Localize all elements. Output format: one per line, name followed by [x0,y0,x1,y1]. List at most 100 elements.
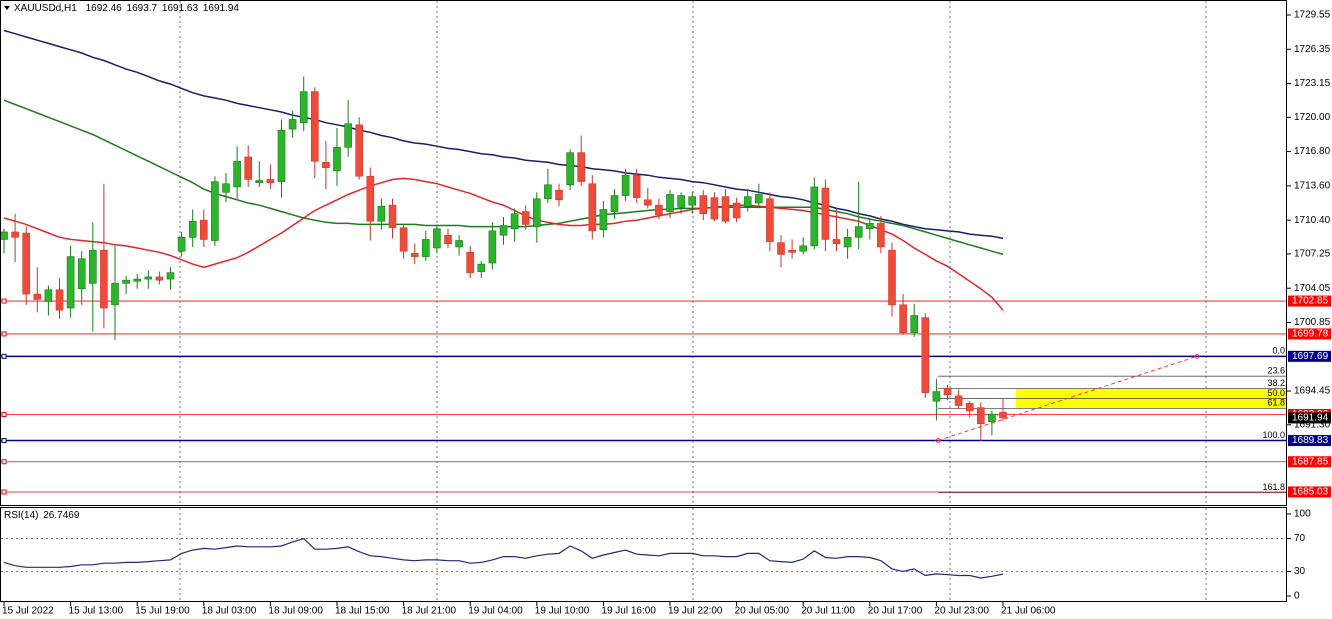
candle-body [699,195,708,215]
x-tick-label: 20 Jul 11:00 [801,606,855,617]
level-price-label: 1685.03 [1292,487,1329,498]
candle-body [89,249,97,284]
fib-level-label: 0.0 [1272,346,1285,356]
candle-body [444,234,452,245]
candle-body [344,123,352,148]
candle-body [211,181,219,241]
open-price: 1692.46 [86,3,123,14]
level-anchor [1,331,7,337]
candle-body [566,152,574,186]
candle-body [532,198,541,227]
candle-body [810,186,819,247]
x-tick-label: 15 Jul 19:00 [135,606,190,617]
candle-body [66,256,75,309]
candle-body [677,195,685,208]
fib-level-label: 38.2 [1267,378,1285,388]
candle-body [899,304,907,333]
rsi-y-tick-label: 0 [1294,591,1300,602]
level-anchor [1,412,7,418]
candle-body [166,272,175,280]
candle-body [621,174,630,196]
candle-body [832,239,841,245]
rsi-line [3,537,1004,579]
candle-body [510,213,519,230]
candle-body [788,249,796,253]
candle-body [943,388,952,396]
chart-header: XAUUSDd,H1 1692.46 1693.7 1691.63 1691.9… [14,3,239,14]
candle-body [521,211,530,225]
candle-body [433,228,441,249]
fib-level-label: 161.8 [1262,482,1285,492]
moving-average [3,29,1004,240]
x-tick-label: 19 Jul 22:00 [668,606,723,617]
candle-body [910,315,919,333]
candle-body [22,232,31,295]
candle-body [921,317,930,393]
level-price-box [1288,350,1331,362]
candle-body [44,289,53,302]
candle-body [355,124,364,177]
rsi-y-tick-label: 30 [1294,566,1306,577]
x-tick-label: 18 Jul 15:00 [335,606,390,617]
x-tick-label: 20 Jul 17:00 [868,606,923,617]
current-price-box [1288,412,1331,424]
x-tick-label: 18 Jul 21:00 [402,606,457,617]
y-tick-label: 1710.40 [1294,215,1331,226]
candle-body [366,175,375,222]
candle-body [732,202,741,219]
candle-body [322,162,330,168]
candle-body [144,276,153,280]
candle-body [632,174,641,198]
candle-body [688,196,697,206]
candle-body [455,240,463,248]
candle-body [11,231,19,238]
candle-body [466,252,475,273]
menu-triangle[interactable] [4,6,10,10]
main-panel-frame [0,0,1287,506]
level-anchor [1,489,7,495]
fib-level-label: 23.6 [1267,366,1285,376]
candle-body [111,283,119,306]
candle-body [666,194,674,212]
candle-body [999,412,1007,419]
candle-body [477,263,486,272]
candle-body [122,279,130,284]
candle-body [643,199,652,206]
level-price-label: 1697.69 [1292,351,1329,362]
candle-body [244,156,252,180]
candle-body [77,258,86,290]
symbol: XAUUSDd,H1 [14,3,77,14]
candle-body [655,204,663,216]
candle-body [721,196,730,222]
y-tick-label: 1713.60 [1294,181,1331,192]
candle-body [888,249,896,306]
x-tick-label: 19 Jul 04:00 [468,606,523,617]
rsi-title: RSI(14) [4,510,38,521]
fib-level-label: 50.0 [1267,388,1285,398]
candle-body [954,395,963,406]
current-price-label: 1691.94 [1292,413,1329,424]
low-price: 1691.63 [162,3,199,14]
candle-body [843,237,852,248]
x-tick-label: 15 Jul 2022 [2,606,54,617]
x-tick-label: 19 Jul 16:00 [601,606,656,617]
level-price-label: 1702.85 [1292,296,1329,307]
x-tick-label: 20 Jul 23:00 [934,606,989,617]
candle-body [865,223,874,230]
candle-body [610,195,619,212]
candle-body [33,293,42,300]
x-tick-label: 21 Jul 06:00 [1001,606,1056,617]
candle-body [233,160,241,188]
high-price: 1693.7 [127,3,158,14]
candle-body [766,198,774,242]
candle-body [133,278,141,282]
candle-body [877,223,885,248]
candle-body [821,187,830,240]
level-price-box [1288,456,1331,468]
y-tick-label: 1723.15 [1294,78,1331,89]
level-anchor [1,353,7,359]
level-price-box [1288,295,1331,307]
candle-body [588,183,597,232]
